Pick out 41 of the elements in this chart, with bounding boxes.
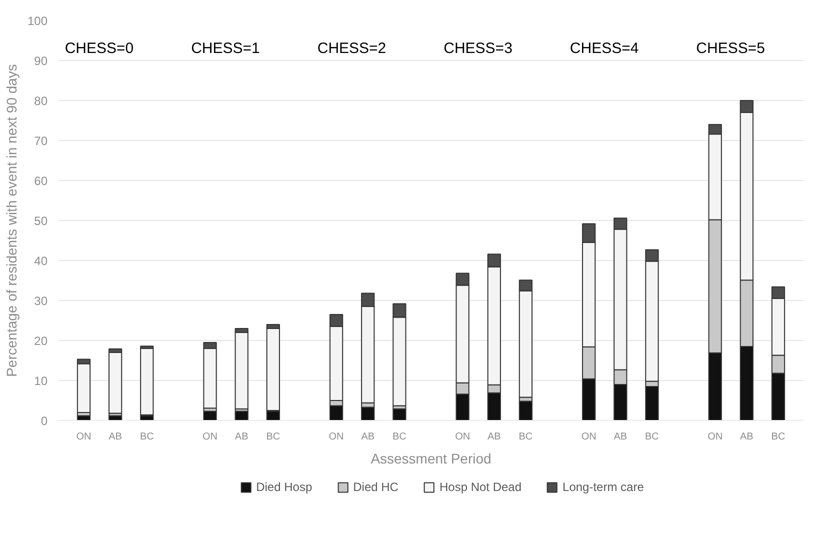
x-tick-label: ON bbox=[708, 432, 723, 442]
y-tick-label: 0 bbox=[40, 414, 48, 428]
legend-label: Long-term care bbox=[562, 480, 644, 494]
annotation: CHESS=4 bbox=[570, 40, 639, 57]
x-tick-label: BC bbox=[266, 432, 280, 442]
legend-label: Hosp Not Dead bbox=[439, 480, 522, 494]
y-tick-label: 50 bbox=[34, 214, 48, 228]
x-tick-label: ON bbox=[202, 432, 218, 442]
annotation: CHESS=2 bbox=[317, 40, 386, 57]
y-tick-label: 100 bbox=[27, 14, 48, 28]
y-axis-title: Percentage of residents with event in next 90 days bbox=[3, 64, 20, 377]
y-tick-label: 40 bbox=[34, 254, 48, 268]
x-tick-label: BC bbox=[140, 432, 154, 442]
y-tick-label: 80 bbox=[34, 94, 48, 108]
annotation: CHESS=1 bbox=[191, 40, 260, 57]
legend-label: Died Hosp bbox=[256, 480, 312, 494]
y-tick-label: 10 bbox=[34, 374, 48, 388]
y-tick-label: 70 bbox=[34, 134, 48, 148]
x-tick-label: BC bbox=[771, 432, 786, 442]
x-tick-label: AB bbox=[487, 432, 502, 442]
annotation: CHESS=3 bbox=[444, 40, 512, 57]
x-tick-label: ON bbox=[455, 432, 470, 442]
x-tick-label: BC bbox=[518, 432, 533, 442]
x-tick-label: AB bbox=[234, 432, 249, 442]
y-tick-label: 90 bbox=[34, 54, 48, 68]
y-tick-label: 60 bbox=[34, 174, 48, 188]
legend-label: Died HC bbox=[353, 480, 398, 494]
x-tick-label: AB bbox=[740, 432, 754, 442]
x-tick-label: ON bbox=[76, 432, 92, 442]
x-tick-label: AB bbox=[108, 432, 122, 442]
x-tick-label: BC bbox=[645, 432, 659, 442]
x-tick-label: ON bbox=[328, 432, 344, 442]
x-tick-label: BC bbox=[392, 432, 406, 442]
x-tick-label: AB bbox=[361, 432, 375, 442]
y-tick-label: 30 bbox=[34, 294, 48, 308]
x-tick-label: ON bbox=[581, 432, 596, 442]
annotation: CHESS=5 bbox=[696, 40, 765, 57]
x-tick-label: AB bbox=[614, 432, 628, 442]
annotation: CHESS=0 bbox=[64, 40, 134, 57]
x-axis-title: Assessment Period bbox=[370, 450, 492, 466]
y-tick-label: 20 bbox=[34, 334, 48, 348]
